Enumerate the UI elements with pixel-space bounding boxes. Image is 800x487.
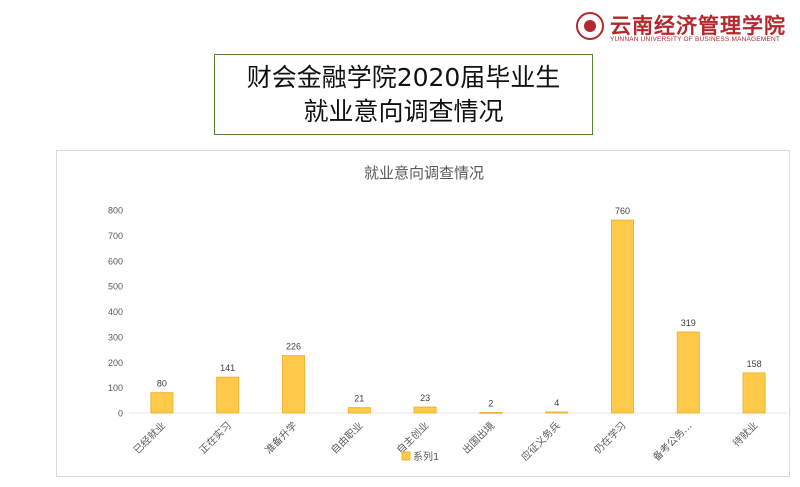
y-tick-label: 600 [108,256,123,266]
legend-swatch [401,451,411,461]
bar [413,406,437,414]
logo-english-name: YUNNAN UNIVERSITY OF BUSINESS MANAGEMENT [610,36,781,43]
y-tick-label: 700 [108,231,123,241]
y-tick-label: 400 [108,307,123,317]
y-tick-label: 100 [108,383,123,393]
slide-title-line2: 就业意向调查情况 [303,96,504,126]
bar [611,219,634,414]
x-tick-label: 备考公务… [650,419,695,464]
slide-title-line1: 财会金融学院2020届毕业生 [246,62,561,92]
data-label: 2 [488,398,493,408]
logo-chinese-name: 云南经济管理学院 [610,13,786,38]
data-label: 80 [157,379,167,389]
x-tick-label: 正在实习 [196,419,233,456]
data-label: 319 [681,318,696,328]
bar [216,376,240,414]
data-label: 23 [420,393,430,403]
x-tick-label: 已经就业 [131,419,168,456]
x-tick-label: 仍在学习 [591,419,628,456]
y-tick-label: 300 [108,332,123,342]
data-label: 21 [354,394,364,404]
bar [545,411,569,414]
college-logo: 云南经济管理学院 YUNNAN UNIVERSITY OF BUSINESS M… [574,10,800,46]
bar [479,411,503,414]
bar [742,372,766,414]
slide-title-box: 财会金融学院2020届毕业生 就业意向调查情况 [214,54,593,135]
y-tick-label: 800 [108,206,123,216]
bar [347,407,371,414]
y-tick-label: 500 [108,282,123,292]
x-tick-label: 出国出境 [460,419,497,456]
college-seal-icon [576,12,604,40]
bar [676,331,700,414]
data-label: 141 [220,363,235,373]
x-tick-label: 准备升学 [262,419,299,456]
y-tick-label: 0 [118,409,123,419]
data-label: 760 [615,206,630,216]
chart-title: 就业意向调查情况 [364,164,484,182]
bar-chart: 就业意向调查情况 0 100 200 300 400 500 600 700 800 80 已经就业 1… [108,164,787,464]
data-label: 4 [554,398,559,408]
bar [282,355,305,414]
y-tick-label: 200 [108,358,123,368]
data-label: 226 [286,342,301,352]
x-tick-label: 自主创业 [394,419,431,456]
chart-frame: 就业意向调查情况 0 100 200 300 400 500 600 700 800 80 已经就业 1… [56,150,790,477]
data-label: 158 [747,359,762,369]
x-tick-label: 应征义务兵 [518,419,563,464]
x-tick-label: 待就业 [730,419,760,449]
x-tick-label: 自由职业 [328,419,365,456]
bar [150,392,174,414]
legend-label: 系列1 [413,450,439,463]
